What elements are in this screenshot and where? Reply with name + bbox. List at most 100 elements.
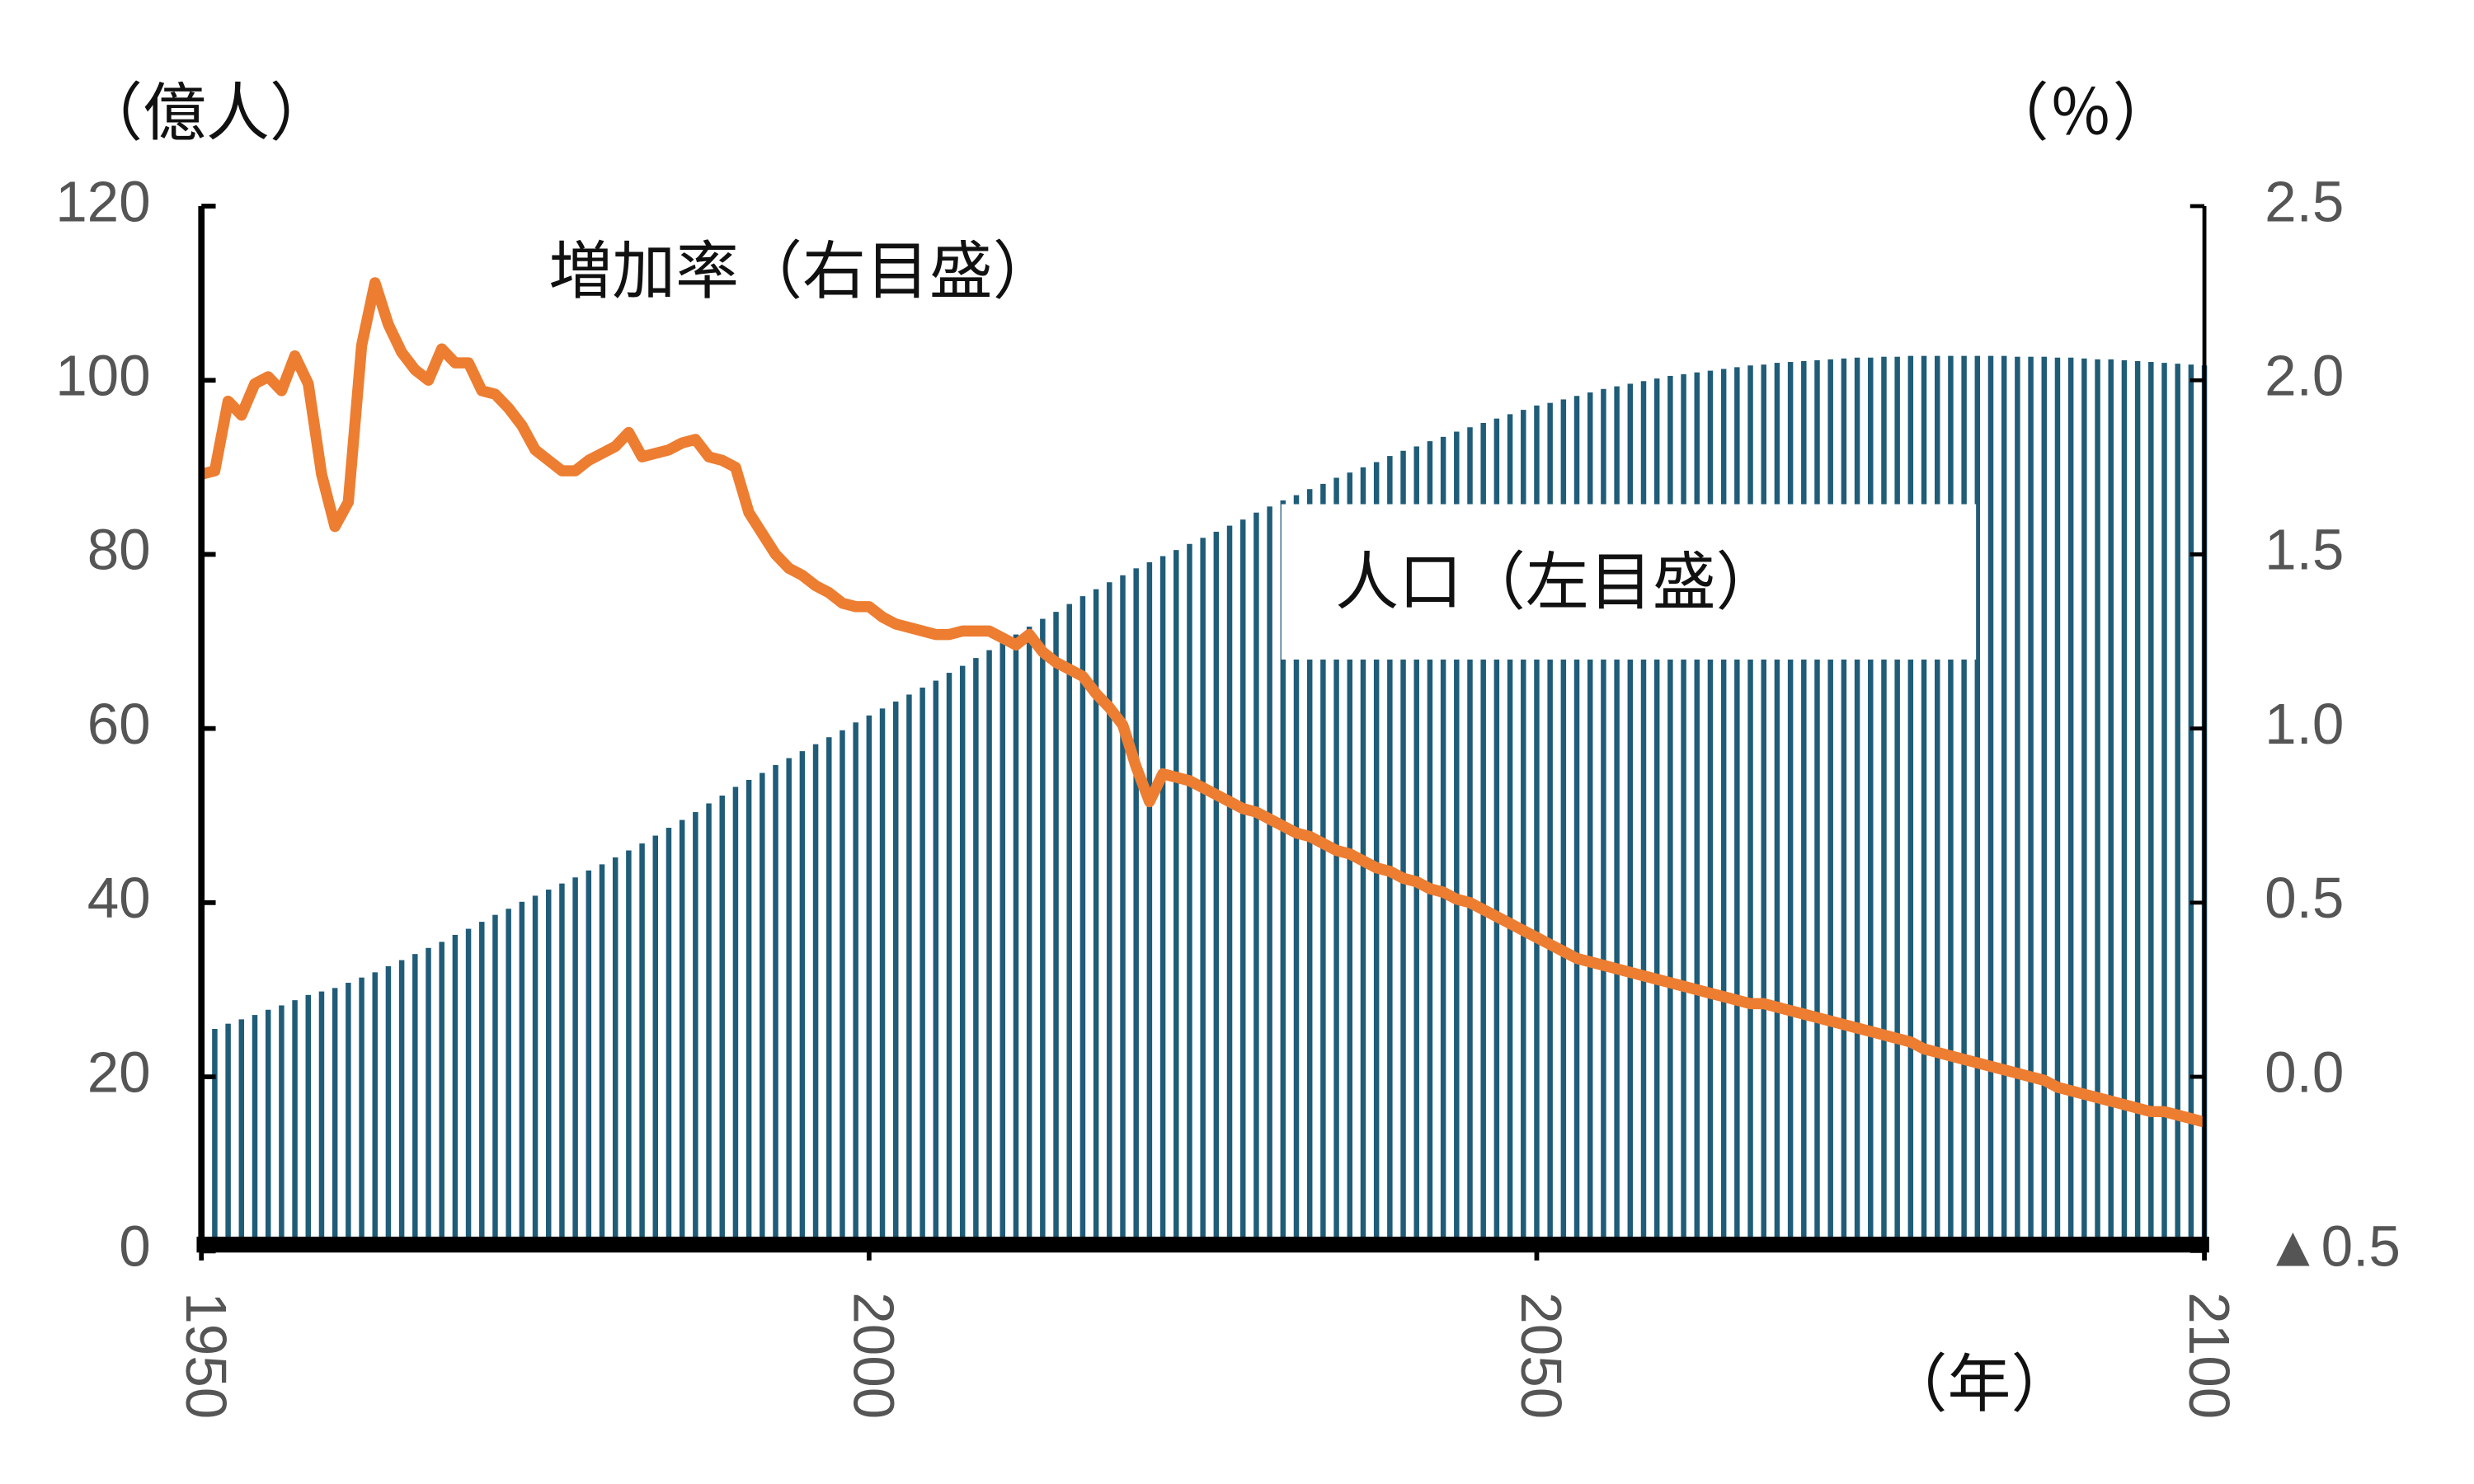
bar [1921, 355, 1927, 1252]
bar [2015, 356, 2020, 1252]
bar [879, 708, 886, 1252]
bar [1787, 362, 1794, 1252]
x-tick-label: 2050 [1509, 1292, 1573, 1419]
bar [1761, 364, 1766, 1252]
bar [412, 954, 418, 1252]
y-tick-label: 120 [55, 169, 151, 233]
bar [1306, 489, 1313, 1252]
bar [1774, 363, 1780, 1252]
bar [799, 751, 806, 1252]
bar [305, 994, 312, 1252]
bar [586, 870, 592, 1252]
bar [279, 1005, 285, 1252]
bar [866, 715, 872, 1252]
y-tick-label: 100 [55, 343, 151, 407]
bar [812, 744, 819, 1252]
bar [706, 803, 712, 1252]
bar [1987, 355, 1994, 1252]
bar [1320, 483, 1326, 1252]
bar [612, 857, 618, 1252]
bar [1239, 519, 1246, 1252]
bar [1614, 386, 1620, 1252]
bar [1521, 410, 1526, 1252]
bar [2188, 364, 2194, 1252]
bar [2148, 362, 2154, 1252]
bar [1681, 373, 1686, 1252]
bar [1026, 627, 1032, 1252]
bar [2054, 357, 2061, 1252]
bar [465, 928, 472, 1252]
bar [2095, 359, 2100, 1252]
bar [1253, 512, 1259, 1252]
bar [1093, 589, 1099, 1252]
bar [1507, 414, 1513, 1252]
bar [452, 934, 459, 1252]
bar [1013, 634, 1019, 1252]
bar [2175, 364, 2180, 1252]
bar [933, 680, 939, 1252]
bar [1881, 356, 1887, 1252]
bar [745, 779, 752, 1252]
y-tick-label: 80 [87, 518, 151, 582]
bar [439, 942, 444, 1252]
bar [1627, 383, 1634, 1252]
bar [1347, 472, 1353, 1252]
bar [479, 922, 485, 1252]
y2-tick-label: 1.5 [2265, 518, 2344, 582]
bar [1400, 450, 1406, 1252]
bar [2081, 358, 2087, 1252]
bar [1053, 612, 1059, 1252]
bar [1333, 477, 1339, 1252]
y2-tick-label: 0.0 [2265, 1040, 2344, 1104]
bar [732, 787, 739, 1252]
bar [1961, 355, 1967, 1252]
bar [359, 977, 365, 1252]
bar [1440, 436, 1446, 1252]
bar [826, 737, 832, 1252]
x-tick-label: 1950 [174, 1292, 238, 1419]
bar [1040, 618, 1046, 1252]
bar [1066, 603, 1072, 1252]
bar [385, 965, 392, 1252]
bar [1653, 378, 1660, 1252]
bar [1534, 405, 1540, 1252]
bar [853, 722, 858, 1252]
bar [292, 1000, 298, 1252]
bar [398, 960, 405, 1252]
bar [599, 864, 605, 1252]
y-tick-label: 40 [87, 866, 151, 930]
bar [1174, 550, 1179, 1252]
bar [1587, 392, 1593, 1252]
series-label: 人口（左目盛） [1335, 547, 1779, 620]
bars [198, 355, 2208, 1252]
bar [639, 843, 645, 1252]
bar [1427, 441, 1433, 1252]
bar [666, 828, 672, 1252]
bar [906, 694, 912, 1252]
y-tick-label: 20 [87, 1040, 151, 1104]
y-tick-label: 0 [119, 1214, 151, 1279]
bar [1280, 500, 1286, 1252]
bar [1200, 538, 1206, 1252]
bar [760, 773, 765, 1252]
bar [1747, 365, 1753, 1252]
bar [2067, 357, 2074, 1252]
bar [225, 1023, 231, 1252]
y-tick-label: 60 [87, 692, 151, 756]
bar [506, 909, 511, 1252]
bar [1907, 355, 1914, 1252]
bar [1547, 402, 1553, 1252]
bar [238, 1019, 245, 1252]
bar [1480, 422, 1486, 1252]
bar [1827, 359, 1833, 1252]
bar [1226, 525, 1233, 1252]
bar [318, 991, 325, 1252]
bar [946, 673, 952, 1252]
bar [1601, 388, 1606, 1252]
bar [1493, 418, 1500, 1252]
bar [1413, 446, 1419, 1252]
bar [372, 972, 378, 1252]
bar [1107, 582, 1112, 1252]
bar [2134, 360, 2141, 1252]
